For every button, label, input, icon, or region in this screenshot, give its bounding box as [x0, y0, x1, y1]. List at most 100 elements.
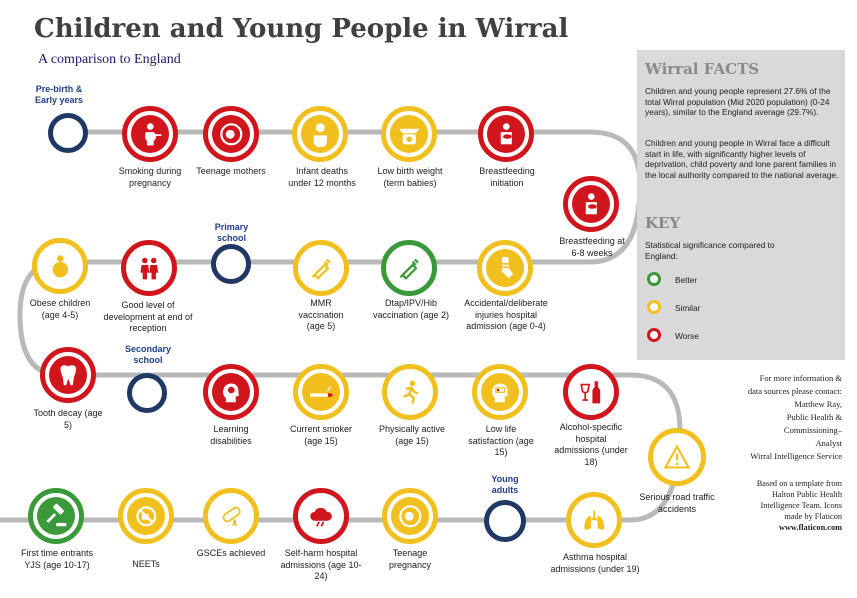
indicator-label-breastfeeding-6-8-weeks: Breastfeeding at 6-8 weeks: [559, 236, 625, 258]
weighing-scale-icon: [399, 128, 419, 144]
indicator-label-self-harm-admissions: Self-harm hospital admissions (age 10-24…: [280, 548, 362, 581]
credit-line: Based on a template from: [756, 479, 842, 488]
breastfeeding-icon: [585, 192, 597, 214]
page-subtitle: A comparison to England: [38, 52, 181, 67]
indicator-label-infant-deaths: Infant deaths under 12 months: [288, 166, 356, 188]
indicator-label-first-time-entrants: First time entrants YJS (age 10-17): [20, 548, 94, 570]
tooth-icon: [60, 364, 76, 385]
stage-label-pre-birth: Pre-birth & Early years: [34, 84, 84, 105]
warning-sign-icon: [663, 444, 691, 469]
indicator-label-current-smoker: Current smoker (age 15): [289, 424, 352, 446]
facts-paragraph-2: Children and young people in Wirral face…: [645, 138, 839, 180]
indicator-gcses-achieved: [203, 488, 259, 544]
indicator-label-good-development: Good level of development at end of rece…: [103, 300, 193, 333]
indicator-label-physically-active: Physically active (age 15): [378, 424, 446, 446]
stage-label-secondary: Secondary school: [124, 344, 172, 365]
contact-line: Commissioning–: [783, 425, 842, 435]
pregnant-smoking-icon: [144, 122, 162, 146]
indicator-low-life-satisfaction: [472, 364, 528, 420]
indicator-label-mmr-vaccination: MMR vaccination (age 5): [298, 298, 344, 331]
no-entry-icon: [136, 506, 156, 526]
indicator-label-alcohol-admissions: Alcohol-specific hospital admissions (un…: [554, 422, 628, 467]
diploma-icon: [222, 506, 241, 526]
obese-child-icon: [52, 254, 68, 278]
indicator-label-teenage-pregnancy: Teenage pregnancy: [388, 548, 432, 570]
indicator-physically-active: [382, 364, 438, 420]
syringe-icon: [311, 258, 331, 280]
head-gear-icon: [222, 383, 239, 402]
facts-heading: Wirral FACTS: [645, 60, 760, 78]
key-similar-label: Similar: [675, 303, 701, 313]
indicator-label-obese-children: Obese children (age 4-5): [29, 298, 91, 320]
contact-line: Analyst: [815, 438, 842, 448]
breastfeeding-icon: [500, 122, 512, 144]
indicator-label-tooth-decay: Tooth decay (age 5): [33, 408, 103, 430]
stage-marker-young-adults: [484, 500, 526, 542]
indicator-low-birth-weight: [381, 106, 437, 162]
indicator-infant-deaths: [292, 106, 348, 162]
wine-bottle-icon: [580, 380, 600, 404]
key-worse-label: Worse: [675, 331, 699, 341]
contact-line: Matthew Ray,: [794, 399, 842, 409]
credit-line: made by Flaticon: [784, 512, 842, 521]
credit-info: Based on a template from Halton Public H…: [700, 478, 842, 533]
indicator-label-dtap-vaccination: Dtap/IPV/Hib vaccination (age 2): [372, 298, 450, 320]
page-title: Children and Young People in Wirral: [34, 14, 569, 44]
pregnancy-icon: [219, 122, 243, 146]
credit-line: Halton Public Health: [771, 490, 842, 499]
storm-cloud-icon: [309, 507, 332, 527]
contact-line: For more information &: [759, 373, 842, 383]
key-worse-swatch: [647, 328, 661, 342]
indicator-label-asthma-admissions: Asthma hospital admissions (under 19): [550, 552, 640, 574]
key-heading: KEY: [645, 214, 681, 232]
indicator-good-development: [121, 240, 177, 296]
indicator-obese-children: [32, 238, 88, 294]
indicator-label-smoking-pregnancy: Smoking during pregnancy: [118, 166, 182, 188]
indicator-alcohol-admissions: [563, 364, 619, 420]
indicator-injuries-admission: [477, 240, 533, 296]
indicator-asthma-admissions: [566, 492, 622, 548]
key-better-swatch: [647, 272, 661, 286]
key-similar-swatch: [647, 300, 661, 314]
indicator-label-low-life-satisfaction: Low life satisfaction (age 15): [468, 424, 534, 457]
indicator-first-time-entrants: [28, 488, 84, 544]
baby-icon: [313, 122, 327, 148]
stage-marker-secondary: [127, 373, 167, 413]
low-battery-head-icon: [491, 383, 508, 402]
pregnancy-icon: [398, 504, 422, 528]
indicator-self-harm-admissions: [293, 488, 349, 544]
indicator-road-traffic-accidents: [648, 428, 706, 486]
indicator-dtap-vaccination: [381, 240, 437, 296]
facts-paragraph-1: Children and young people represent 27.6…: [645, 86, 831, 117]
indicator-label-learning-disabilities: Learning disabilities: [210, 424, 252, 446]
indicator-teenage-pregnancy: [382, 488, 438, 544]
key-better-label: Better: [675, 275, 698, 285]
stage-marker-pre-birth: [48, 113, 88, 153]
indicator-label-low-birth-weight: Low birth weight (term babies): [377, 166, 443, 188]
indicator-label-gcses-achieved: GSCEs achieved: [196, 548, 266, 558]
stage-label-young-adults: Young adults: [491, 474, 519, 495]
children-icon: [140, 257, 158, 280]
running-icon: [402, 380, 419, 404]
indicator-mmr-vaccination: [293, 240, 349, 296]
contact-line: Public Health &: [786, 412, 842, 422]
stage-marker-primary: [211, 244, 251, 284]
stage-label-primary: Primary school: [214, 222, 249, 243]
contact-line: data sources please contact:: [747, 386, 842, 396]
indicator-tooth-decay: [40, 347, 96, 403]
indicator-smoking-pregnancy: [122, 106, 178, 162]
indicator-label-neets: NEETs: [132, 559, 160, 569]
syringe-icon: [399, 258, 419, 280]
lungs-icon: [584, 510, 604, 530]
credit-link[interactable]: www.flaticon.com: [778, 523, 842, 532]
gavel-icon: [46, 503, 66, 526]
indicator-label-breastfeeding-initiation: Breastfeeding initiation: [479, 166, 535, 188]
contact-line: Wirral Intelligence Service: [750, 451, 842, 461]
indicator-teenage-mothers: [203, 106, 259, 162]
indicator-label-teenage-mothers: Teenage mothers: [196, 166, 266, 176]
injured-leg-icon: [501, 256, 513, 278]
facts-panel: Wirral FACTS Children and young people r…: [637, 50, 845, 360]
contact-info: For more information & data sources plea…: [700, 372, 842, 463]
credit-line: Intelligence Team. Icons: [760, 501, 842, 510]
indicator-learning-disabilities: [203, 364, 259, 420]
